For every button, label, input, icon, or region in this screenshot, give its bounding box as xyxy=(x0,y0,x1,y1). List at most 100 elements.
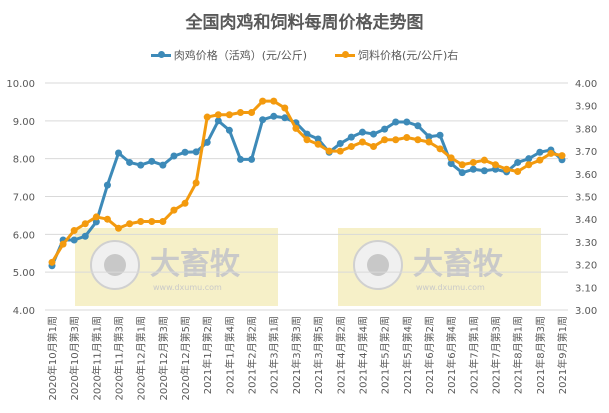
data-point xyxy=(137,161,145,169)
data-point xyxy=(181,148,189,156)
x-tick-label: 2020年11月第3周 xyxy=(113,316,126,401)
data-point xyxy=(59,240,67,248)
y-left-tick: 4.00 xyxy=(13,306,35,317)
svg-text:www.dxumu.com: www.dxumu.com xyxy=(416,283,485,292)
y-right-tick: 3.40 xyxy=(575,215,597,226)
data-point xyxy=(259,97,267,105)
y-right-tick: 3.60 xyxy=(575,170,597,181)
data-point xyxy=(92,213,100,221)
data-point xyxy=(103,215,111,223)
svg-text:大畜牧: 大畜牧 xyxy=(413,247,504,282)
svg-text:大畜牧: 大畜牧 xyxy=(150,247,241,282)
data-point xyxy=(414,122,422,130)
data-point xyxy=(358,138,366,146)
data-point xyxy=(381,125,389,133)
data-point xyxy=(447,160,455,168)
data-point xyxy=(536,148,544,156)
data-point xyxy=(270,112,278,120)
legend-item-chicken: 肉鸡价格（活鸡）(元/公斤) xyxy=(150,47,307,63)
x-tick-label: 2021年1月第4周 xyxy=(223,316,236,394)
data-point xyxy=(170,206,178,214)
data-point xyxy=(192,148,200,156)
data-point xyxy=(81,232,89,240)
y-left-tick: 9.00 xyxy=(13,117,35,128)
y-right-tick: 3.30 xyxy=(575,238,597,249)
x-tick-label: 2021年5月第4周 xyxy=(401,316,414,394)
x-tick-label: 2020年12月第3周 xyxy=(157,316,170,401)
y-right-tick: 3.70 xyxy=(575,147,597,158)
data-point xyxy=(281,114,289,122)
data-point xyxy=(403,133,411,141)
data-point xyxy=(126,220,134,228)
data-point xyxy=(214,117,222,125)
y-right-tick: 4.00 xyxy=(575,79,597,90)
data-point xyxy=(203,138,211,146)
legend-label: 肉鸡价格（活鸡）(元/公斤) xyxy=(173,49,307,62)
y-left-tick: 8.00 xyxy=(13,155,35,166)
data-point xyxy=(381,136,389,144)
chart-legend: 肉鸡价格（活鸡）(元/公斤) 饲料价格(元/公斤)右 xyxy=(0,47,609,63)
data-point xyxy=(281,104,289,112)
data-point xyxy=(159,161,167,169)
data-point xyxy=(115,224,123,232)
data-point xyxy=(181,199,189,207)
y-right-tick: 3.20 xyxy=(575,261,597,272)
x-tick-label: 2021年2月第2周 xyxy=(246,316,259,394)
x-tick-label: 2020年10月第3周 xyxy=(68,316,81,401)
x-tick-label: 2021年3月第3周 xyxy=(290,316,303,394)
data-point xyxy=(436,131,444,139)
data-point xyxy=(314,135,322,143)
data-point xyxy=(347,143,355,151)
data-point xyxy=(425,133,433,141)
y-left-tick: 7.00 xyxy=(13,193,35,204)
data-point xyxy=(236,109,244,117)
x-tick-label: 2021年3月第5周 xyxy=(312,316,325,394)
y-right-tick: 3.10 xyxy=(575,283,597,294)
data-point xyxy=(392,118,400,126)
data-point xyxy=(469,165,477,173)
data-point xyxy=(336,147,344,155)
data-point xyxy=(259,116,267,124)
x-tick-label: 2021年7月第1周 xyxy=(467,316,480,394)
y-right-tick: 3.80 xyxy=(575,124,597,135)
x-tick-label: 2020年12月第5周 xyxy=(179,316,192,401)
data-point xyxy=(547,149,555,157)
data-point xyxy=(70,227,78,235)
x-tick-label: 2021年6月第4周 xyxy=(445,316,458,394)
x-tick-label: 2021年1月第2周 xyxy=(201,316,214,394)
x-tick-label: 2020年10月第1周 xyxy=(46,316,59,401)
data-point xyxy=(148,217,156,225)
y-right-tick: 3.50 xyxy=(575,193,597,204)
data-point xyxy=(514,158,522,166)
data-point xyxy=(458,169,466,177)
data-point xyxy=(469,158,477,166)
x-tick-label: 2020年12月第1周 xyxy=(135,316,148,401)
legend-label: 饲料价格(元/公斤)右 xyxy=(358,49,459,62)
data-point xyxy=(70,236,78,244)
data-point xyxy=(203,113,211,121)
x-tick-label: 2021年4月第2周 xyxy=(334,316,347,394)
legend-item-feed: 饲料价格(元/公斤)右 xyxy=(335,47,458,63)
data-point xyxy=(159,217,167,225)
data-point xyxy=(126,158,134,166)
x-tick-label: 2021年8月第1周 xyxy=(512,316,525,394)
chart-title: 全国肉鸡和饲料每周价格走势图 xyxy=(185,13,424,33)
data-point xyxy=(370,143,378,151)
data-point xyxy=(292,124,300,132)
data-point xyxy=(414,136,422,144)
data-point xyxy=(236,155,244,163)
data-point xyxy=(403,118,411,126)
y-right-tick: 3.90 xyxy=(575,102,597,113)
legend-line-marker-icon xyxy=(335,51,355,58)
data-point xyxy=(458,161,466,169)
x-tick-label: 2021年9月第1周 xyxy=(556,316,569,394)
data-point xyxy=(503,165,511,173)
data-point xyxy=(558,152,566,160)
data-point xyxy=(536,156,544,164)
data-point xyxy=(392,136,400,144)
data-point xyxy=(525,161,533,169)
data-point xyxy=(447,154,455,162)
